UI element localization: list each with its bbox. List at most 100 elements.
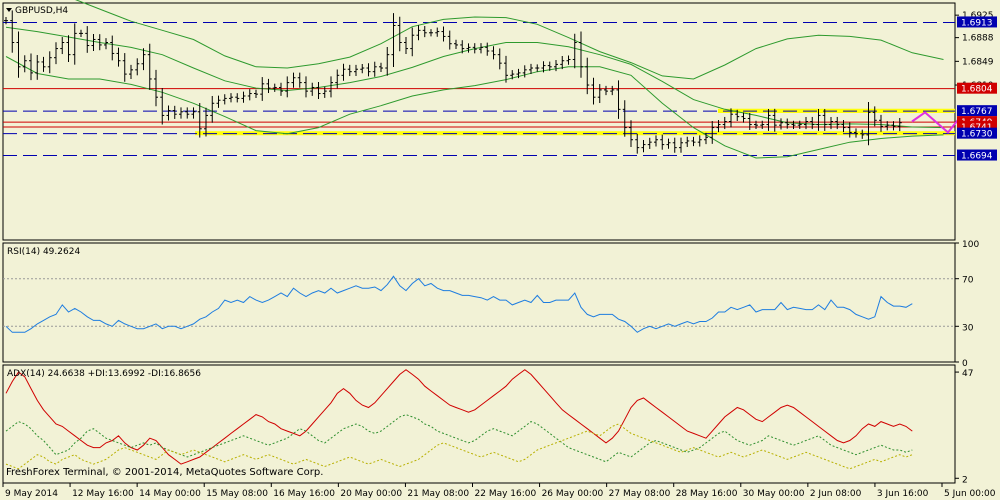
price-bar	[722, 116, 727, 130]
price-bar	[616, 80, 621, 119]
rsi-tick-label: 0	[962, 359, 968, 369]
price-bar	[254, 89, 258, 98]
price-bar	[785, 118, 790, 129]
price-bar	[72, 23, 77, 65]
level-tag-label: 1.6694	[961, 152, 993, 162]
price-bar	[10, 10, 15, 53]
price-bar	[691, 136, 696, 147]
price-bar	[766, 109, 771, 131]
price-bar	[866, 101, 871, 146]
level-tag	[957, 127, 997, 139]
level-tag-label: 1.6804	[961, 85, 993, 95]
price-bar	[310, 82, 315, 96]
price-bar	[572, 33, 577, 69]
price-bar	[541, 61, 546, 73]
price-bar	[704, 132, 708, 145]
price-bar	[629, 120, 633, 148]
price-bar	[441, 26, 446, 42]
price-bar	[179, 107, 183, 119]
time-tick-label: 15 May 08:00	[206, 489, 268, 499]
forecast-path	[911, 111, 965, 134]
price-bar	[372, 61, 377, 77]
price-bar	[54, 42, 58, 65]
time-tick-label: 3 Jun 16:00	[877, 489, 929, 499]
time-tick-label: 28 May 16:00	[676, 489, 738, 499]
price-bar	[710, 121, 715, 144]
price-bar	[285, 76, 290, 98]
time-tick-label: 27 May 08:00	[609, 489, 671, 499]
price-bar	[185, 107, 190, 119]
price-bar	[41, 56, 46, 72]
price-bar	[97, 34, 102, 51]
price-bar	[466, 43, 471, 53]
price-bar	[591, 77, 596, 105]
price-bar	[454, 39, 458, 49]
price-bar	[35, 55, 40, 80]
price-bar	[322, 86, 327, 98]
time-tick-label: 20 May 00:00	[340, 489, 402, 499]
price-bar	[666, 138, 671, 149]
price-bar	[860, 129, 865, 139]
price-bar	[510, 70, 515, 80]
rsi-tick-label: 30	[962, 323, 974, 333]
price-bar	[166, 105, 171, 121]
time-tick-label: 16 May 16:00	[273, 489, 335, 499]
level-tag	[957, 120, 997, 132]
price-bar	[110, 35, 115, 61]
time-tick-label: 14 May 00:00	[139, 489, 201, 499]
price-bar	[697, 135, 702, 147]
price-bar	[247, 89, 252, 101]
chart-title: GBPUSD,H4	[15, 6, 68, 16]
price-bar	[547, 61, 552, 71]
price-bar	[729, 108, 733, 128]
time-tick-label: 30 May 00:00	[743, 489, 805, 499]
price-bar	[135, 58, 140, 76]
price-bar	[422, 25, 427, 38]
price-bar	[479, 43, 483, 54]
price-bar	[585, 57, 590, 95]
price-bar	[660, 134, 665, 150]
time-tick-label: 21 May 08:00	[407, 489, 469, 499]
panel-frame-2	[2, 242, 956, 363]
price-bar	[191, 107, 196, 119]
level-tag-label: 1.6767	[961, 107, 993, 117]
price-bar	[872, 106, 877, 127]
price-bar	[647, 137, 652, 149]
time-tick-label: 9 May 2014	[5, 489, 58, 499]
price-bar	[597, 84, 602, 104]
price-bar	[854, 128, 858, 138]
time-tick-label: 5 Jun 00:00	[944, 489, 996, 499]
price-bar	[304, 76, 308, 98]
price-bar	[29, 53, 33, 81]
price-bar	[129, 64, 133, 80]
price-bar	[829, 116, 833, 130]
price-bar	[410, 27, 415, 57]
price-tick-label: 1.6888	[962, 34, 994, 44]
price-bar	[316, 82, 321, 100]
price-bar	[566, 55, 571, 65]
price-bar	[804, 116, 808, 130]
adx-line-2	[5, 414, 913, 463]
price-bar	[529, 63, 533, 75]
price-bar	[210, 95, 215, 123]
price-bar	[47, 51, 52, 74]
price-bar	[747, 112, 752, 131]
price-bar	[241, 91, 246, 103]
price-bar	[810, 116, 815, 130]
price-bar	[235, 93, 240, 103]
adx-tick-label: 2	[962, 475, 968, 485]
price-bar	[341, 63, 346, 81]
price-bar	[272, 83, 277, 92]
price-bar	[447, 30, 452, 50]
price-bar	[279, 82, 283, 96]
price-bar	[654, 135, 658, 147]
panel-frame-3	[2, 364, 956, 484]
price-bar	[291, 72, 296, 88]
time-tick-label: 22 May 16:00	[475, 489, 537, 499]
price-bar	[435, 27, 440, 37]
price-bar	[429, 29, 433, 37]
price-bar	[772, 108, 777, 132]
level-tag	[957, 105, 997, 117]
